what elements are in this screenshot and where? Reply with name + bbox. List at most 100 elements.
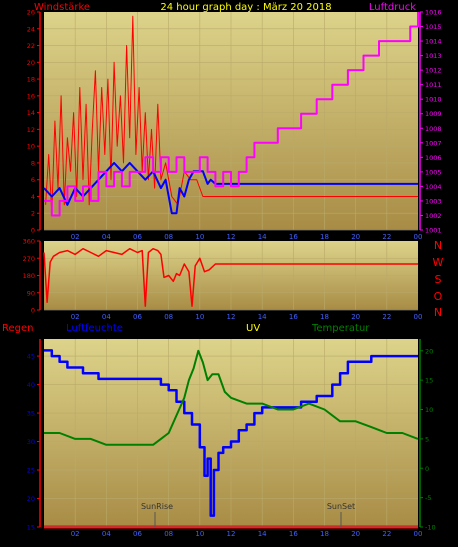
x-tick-label: 18 [320,530,329,538]
left-tick-label: 20 [27,59,35,67]
direction-panel-grid [44,241,418,310]
left-tick-label: 270 [23,255,35,263]
right-tick-label: 20 [425,347,433,355]
right-tick-label: 1003 [425,197,442,205]
x-tick-label: 12 [227,313,236,321]
wind-axis-title: Windstärke [34,2,90,13]
x-tick-label: 04 [102,313,111,321]
left-tick-label: 15 [27,524,35,532]
left-tick-label: 14 [27,109,35,117]
right-tick-label: 1013 [425,52,442,60]
direction-letter-w: W [433,256,444,269]
x-tick-label: 14 [258,313,267,321]
x-tick-label: 20 [351,530,360,538]
left-tick-label: 10 [27,143,35,151]
left-tick-label: 35 [27,410,35,418]
x-tick-label: 00 [414,233,423,241]
left-tick-label: 16 [27,92,35,100]
right-tick-label: 5 [425,435,429,443]
left-tick-label: 30 [27,438,35,446]
left-tick-label: 0 [31,307,35,315]
x-tick-label: 10 [195,233,204,241]
x-tick-label: 02 [71,313,80,321]
x-tick-label: 06 [133,233,142,241]
x-tick-label: 20 [351,313,360,321]
right-tick-label: 1006 [425,154,442,162]
pressure-axis-title: Luftdruck [369,2,416,13]
left-tick-label: 45 [27,353,35,361]
direction-panel-axes: 0 90 180 270 360 02 04 06 08 10 12 14 16 18 20 22 00 [23,238,423,322]
x-tick-label: 10 [195,313,204,321]
series-temperatur-line [44,349,419,446]
x-tick-label: 14 [258,530,267,538]
right-tick-label: 15 [425,377,433,385]
right-tick-label: 1004 [425,183,442,191]
right-tick-label: 1016 [425,9,442,17]
sunset-label: SunSet [327,502,355,511]
humidity-panel-axes: 15 20 25 30 35 40 45 -10 -5 0 5 10 15 20 02 04 06 08 10 12 1… [27,339,436,538]
sunrise-label: SunRise [141,502,173,511]
left-tick-label: 360 [23,238,35,246]
direction-letter-n-bottom: N [434,306,442,319]
left-tick-label: 90 [27,289,35,297]
x-tick-label: 08 [164,313,173,321]
right-tick-label: 1010 [425,96,442,104]
chart-title: 24 hour graph day : März 20 2018 [160,2,331,13]
x-tick-label: 18 [320,233,329,241]
x-tick-label: 04 [102,233,111,241]
x-tick-label: 12 [227,233,236,241]
right-tick-label: 1001 [425,227,442,235]
wind-panel-axes: 0246810121416182022242610011002100310041… [27,9,442,242]
left-tick-label: 0 [31,227,35,235]
right-tick-label: 1002 [425,212,442,220]
direction-letter-o: O [434,290,443,303]
x-tick-label: 22 [382,313,391,321]
left-tick-label: 4 [31,193,35,201]
series-windrichtung-line [43,247,418,307]
series-windst-rke-line [45,15,418,214]
series-luftfeuchte-line [44,349,418,517]
right-tick-label: 1011 [425,81,442,89]
wind-panel-grid [44,12,418,230]
x-tick-label: 04 [102,530,111,538]
x-tick-label: 20 [351,233,360,241]
right-tick-label: 1009 [425,110,442,118]
right-tick-label: -5 [425,494,431,502]
left-tick-label: 20 [27,495,35,503]
x-tick-label: 16 [289,233,298,241]
right-tick-label: 1014 [425,38,442,46]
left-tick-label: 26 [27,9,35,17]
direction-letter-n-top: N [434,239,442,252]
right-tick-label: 10 [425,406,433,414]
x-tick-label: 00 [414,530,423,538]
right-tick-label: 1007 [425,139,442,147]
left-tick-label: 18 [27,76,35,84]
left-tick-label: 24 [27,25,35,33]
x-tick-label: 02 [71,530,80,538]
left-tick-label: 2 [31,210,35,218]
left-tick-label: 6 [31,176,35,184]
x-tick-label: 22 [382,530,391,538]
x-tick-label: 06 [133,530,142,538]
sunrise-marker: SunRise [141,502,173,527]
x-tick-label: 12 [227,530,236,538]
left-tick-label: 25 [27,467,35,475]
direction-panel-plot [43,247,418,307]
x-tick-label: 22 [382,233,391,241]
left-tick-label: 40 [27,381,35,389]
x-tick-label: 08 [164,233,173,241]
rain-label: Regen [2,323,34,334]
left-tick-label: 180 [23,272,35,280]
right-tick-label: 0 [425,465,429,473]
sunset-marker: SunSet [327,502,355,527]
temperature-label: Temperatur [311,323,370,334]
x-tick-label: 10 [195,530,204,538]
left-tick-label: 12 [27,126,35,134]
wind-panel-plot [43,12,419,217]
right-tick-label: 1005 [425,168,442,176]
uv-label: UV [246,323,260,334]
right-tick-label: -10 [425,524,436,532]
left-tick-label: 8 [31,159,35,167]
left-tick-label: 22 [27,42,35,50]
